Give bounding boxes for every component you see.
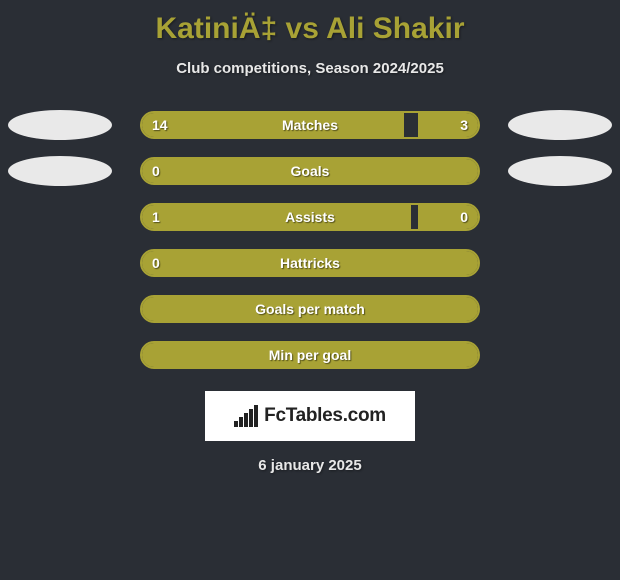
brand-text: FcTables.com	[264, 405, 386, 427]
stat-bar-fill-right	[418, 113, 478, 137]
stat-bar-fill-left	[142, 205, 411, 229]
stat-bar-track: 0Hattricks	[140, 249, 480, 277]
player-oval-left	[8, 110, 112, 140]
page-subtitle: Club competitions, Season 2024/2025	[0, 60, 620, 77]
stat-row-min_per_goal: Min per goal	[0, 337, 620, 373]
stat-bar-track: Goals per match	[140, 295, 480, 323]
stat-bar-fill-right	[418, 205, 478, 229]
stat-row-goals_per_match: Goals per match	[0, 291, 620, 327]
player-oval-left	[8, 156, 112, 186]
stat-value-left: 1	[152, 205, 160, 229]
stat-row-hattricks: 0Hattricks	[0, 245, 620, 281]
stat-bar-track: Min per goal	[140, 341, 480, 369]
player-oval-right	[508, 110, 612, 140]
stat-row-assists: 10Assists	[0, 199, 620, 235]
player-oval-right	[508, 156, 612, 186]
brand-badge: FcTables.com	[205, 391, 415, 441]
stat-bar-fill-left	[142, 159, 478, 183]
stat-row-matches: 143Matches	[0, 107, 620, 143]
stat-bar-fill-left	[142, 297, 478, 321]
footer-date: 6 january 2025	[0, 457, 620, 474]
stat-value-left: 0	[152, 251, 160, 275]
page-title: KatiniÄ‡ vs Ali Shakir	[0, 0, 620, 46]
stat-bar-fill-left	[142, 343, 478, 367]
stat-row-goals: 0Goals	[0, 153, 620, 189]
stat-value-right: 3	[460, 113, 468, 137]
stat-value-left: 0	[152, 159, 160, 183]
comparison-chart: 143Matches0Goals10Assists0HattricksGoals…	[0, 107, 620, 373]
bars-chart-icon	[234, 405, 258, 427]
stat-value-right: 0	[460, 205, 468, 229]
stat-bar-fill-left	[142, 113, 404, 137]
stat-bar-track: 0Goals	[140, 157, 480, 185]
stat-bar-track: 10Assists	[140, 203, 480, 231]
stat-bar-fill-left	[142, 251, 478, 275]
stat-value-left: 14	[152, 113, 168, 137]
stat-bar-track: 143Matches	[140, 111, 480, 139]
